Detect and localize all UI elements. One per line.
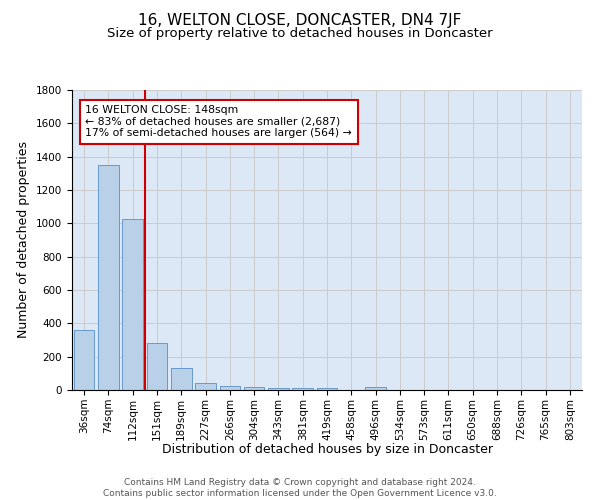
Bar: [244, 386, 265, 390]
Bar: [122, 219, 143, 390]
Bar: [171, 368, 191, 390]
Text: 16, WELTON CLOSE, DONCASTER, DN4 7JF: 16, WELTON CLOSE, DONCASTER, DN4 7JF: [139, 12, 461, 28]
Text: Size of property relative to detached houses in Doncaster: Size of property relative to detached ho…: [107, 28, 493, 40]
Bar: [195, 384, 216, 390]
Bar: [317, 388, 337, 390]
Y-axis label: Number of detached properties: Number of detached properties: [17, 142, 31, 338]
Text: 16 WELTON CLOSE: 148sqm
← 83% of detached houses are smaller (2,687)
17% of semi: 16 WELTON CLOSE: 148sqm ← 83% of detache…: [85, 105, 352, 138]
Bar: [74, 330, 94, 390]
Text: Distribution of detached houses by size in Doncaster: Distribution of detached houses by size …: [161, 442, 493, 456]
Bar: [268, 388, 289, 390]
Bar: [146, 342, 167, 390]
Bar: [292, 388, 313, 390]
Bar: [98, 165, 119, 390]
Text: Contains HM Land Registry data © Crown copyright and database right 2024.
Contai: Contains HM Land Registry data © Crown c…: [103, 478, 497, 498]
Bar: [365, 386, 386, 390]
Bar: [220, 386, 240, 390]
